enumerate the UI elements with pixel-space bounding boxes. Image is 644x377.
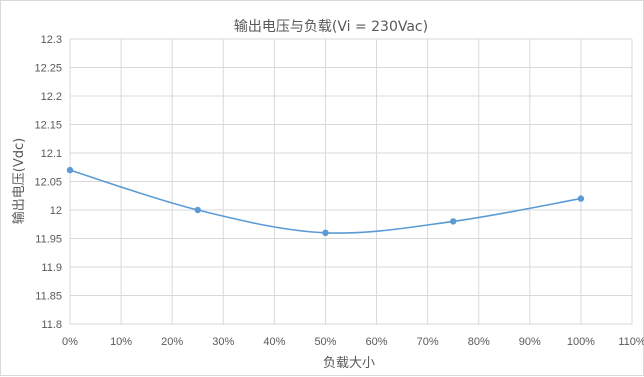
x-tick-label: 70%: [417, 336, 439, 348]
x-tick-label: 30%: [212, 336, 234, 348]
x-tick-label: 50%: [314, 336, 336, 348]
y-tick-label: 11.9: [41, 262, 62, 274]
y-tick-label: 12.2: [41, 91, 62, 103]
y-tick-labels: 12.3 12.25 12.2 12.15 12.1 12.05 12 11.95 11.9 11…: [34, 34, 62, 331]
x-tick-labels: 0% 10% 20% 30% 40% 50% 60% 70% 80% 90% 100% 110%: [62, 336, 644, 348]
chart-title: 输出电压与负载(Vi = 230Vac): [234, 19, 428, 35]
x-tick-label: 20%: [161, 336, 183, 348]
x-tick-label: 0%: [62, 336, 78, 348]
x-tick-label: 110%: [618, 336, 644, 348]
y-tick-label: 12.05: [34, 177, 62, 189]
x-tick-label: 80%: [468, 336, 490, 348]
data-point: [66, 166, 74, 174]
y-tick-label: 12: [50, 205, 62, 217]
x-tick-label: 40%: [263, 336, 285, 348]
data-point: [577, 195, 585, 202]
data-point: [449, 218, 457, 225]
x-tick-label: 60%: [366, 336, 388, 348]
y-tick-label: 11.95: [35, 234, 62, 246]
y-axis-title: 输出电压(Vdc): [11, 138, 27, 224]
data-points: [66, 166, 585, 236]
data-point: [194, 206, 201, 214]
grid: [69, 38, 633, 325]
y-tick-label: 12.15: [34, 120, 62, 132]
y-tick-label: 12.3: [41, 34, 62, 46]
y-tick-label: 11.8: [41, 319, 62, 331]
x-tick-label: 100%: [567, 336, 595, 348]
data-point: [322, 229, 329, 236]
x-axis-title: 负载大小: [323, 356, 375, 371]
x-tick-label: 90%: [519, 336, 541, 348]
y-tick-label: 12.1: [41, 148, 62, 160]
y-tick-label: 12.25: [34, 63, 62, 75]
x-tick-label: 10%: [110, 336, 132, 348]
y-tick-label: 11.85: [35, 291, 62, 303]
